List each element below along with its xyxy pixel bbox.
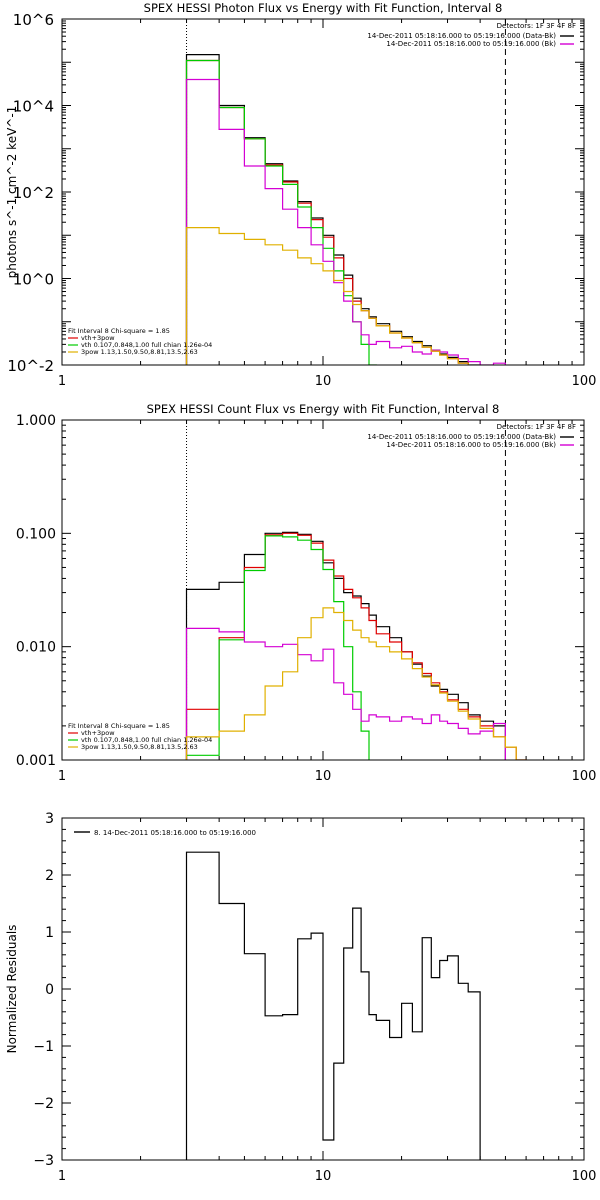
x-tick-label: 10 <box>315 1169 332 1184</box>
y-tick-label: 3 <box>45 811 54 827</box>
series-residuals <box>185 851 481 1160</box>
chart-title: SPEX HESSI Count Flux vs Energy with Fit… <box>147 402 500 416</box>
fit-legend-label: 3pow 1.13,1.50,9.50,8.81,13.5,2.63 <box>81 743 198 751</box>
y-axis-label: photons s^-1 cm^-2 keV^-1 <box>5 106 19 279</box>
fit-legend-label: vth 0.107,0.848,1.00 full chian 1.26e-04 <box>81 341 212 349</box>
series-data-bk <box>185 54 481 365</box>
legend-header: Detectors: 1F 3F 4F 8F <box>497 423 576 431</box>
plot-frame <box>61 419 585 761</box>
series-bk <box>185 627 506 760</box>
fit-legend-label: vth+3pow <box>81 729 115 737</box>
y-tick-label: 0 <box>45 982 54 998</box>
y-tick-label: 10^4 <box>13 98 54 116</box>
fit-info-header: Fit Interval 8 Chi-square = 1.85 <box>68 327 170 335</box>
x-tick-label: 1 <box>58 769 66 784</box>
x-tick-label: 1 <box>58 374 66 389</box>
y-tick-label: 10^2 <box>13 184 54 202</box>
series-3pow <box>185 227 469 365</box>
series-vth <box>185 535 370 760</box>
series-data-bk <box>185 531 506 760</box>
x-tick-label: 100 <box>572 374 597 389</box>
y-tick-label: −1 <box>33 1039 54 1055</box>
y-axis-label: Normalized Residuals <box>5 925 19 1054</box>
legend-item-label: 14-Dec-2011 05:18:16.000 to 05:19:16.000… <box>386 40 556 48</box>
series-vth-3pow <box>185 532 527 760</box>
plot-frame <box>61 817 585 1161</box>
y-tick-label: 0.001 <box>16 753 56 769</box>
x-tick-label: 10 <box>315 374 332 389</box>
y-tick-label: −2 <box>33 1096 54 1112</box>
y-tick-label: 1 <box>45 925 54 941</box>
y-tick-label: 10^-2 <box>7 357 54 375</box>
series-vth <box>185 59 377 365</box>
legend-header: Detectors: 1F 3F 4F 8F <box>497 22 576 30</box>
legend-item-label: 14-Dec-2011 05:18:16.000 to 05:19:16.000… <box>367 433 556 441</box>
y-tick-label: 10^6 <box>13 11 54 29</box>
x-tick-label: 10 <box>315 769 332 784</box>
y-tick-label: 1.000 <box>16 413 56 429</box>
legend-item-label: 14-Dec-2011 05:18:16.000 to 05:19:16.000… <box>386 441 556 449</box>
y-tick-label: 0.100 <box>16 526 56 542</box>
fit-info-header: Fit Interval 8 Chi-square = 1.85 <box>68 722 170 730</box>
y-tick-label: 0.010 <box>16 640 56 656</box>
fit-legend-label: vth 0.107,0.848,1.00 full chian 1.26e-04 <box>81 736 212 744</box>
fit-legend-label: vth+3pow <box>81 334 115 342</box>
x-tick-label: 100 <box>572 769 597 784</box>
y-tick-label: 2 <box>45 868 54 884</box>
x-tick-label: 100 <box>572 1169 597 1184</box>
series-3pow <box>185 607 527 760</box>
x-tick-label: 1 <box>58 1169 66 1184</box>
fit-legend-label: 3pow 1.13,1.50,9.50,8.81,13.5,2.63 <box>81 348 198 356</box>
plot-frame <box>61 18 585 366</box>
y-tick-label: 10^0 <box>13 271 54 289</box>
series-bk <box>185 78 506 365</box>
y-tick-label: −3 <box>33 1153 54 1169</box>
legend-item-label: 14-Dec-2011 05:18:16.000 to 05:19:16.000… <box>367 32 556 40</box>
legend-item-label: 8. 14-Dec-2011 05:18:16.000 to 05:19:16.… <box>94 829 256 837</box>
chart-title: SPEX HESSI Photon Flux vs Energy with Fi… <box>144 1 503 15</box>
